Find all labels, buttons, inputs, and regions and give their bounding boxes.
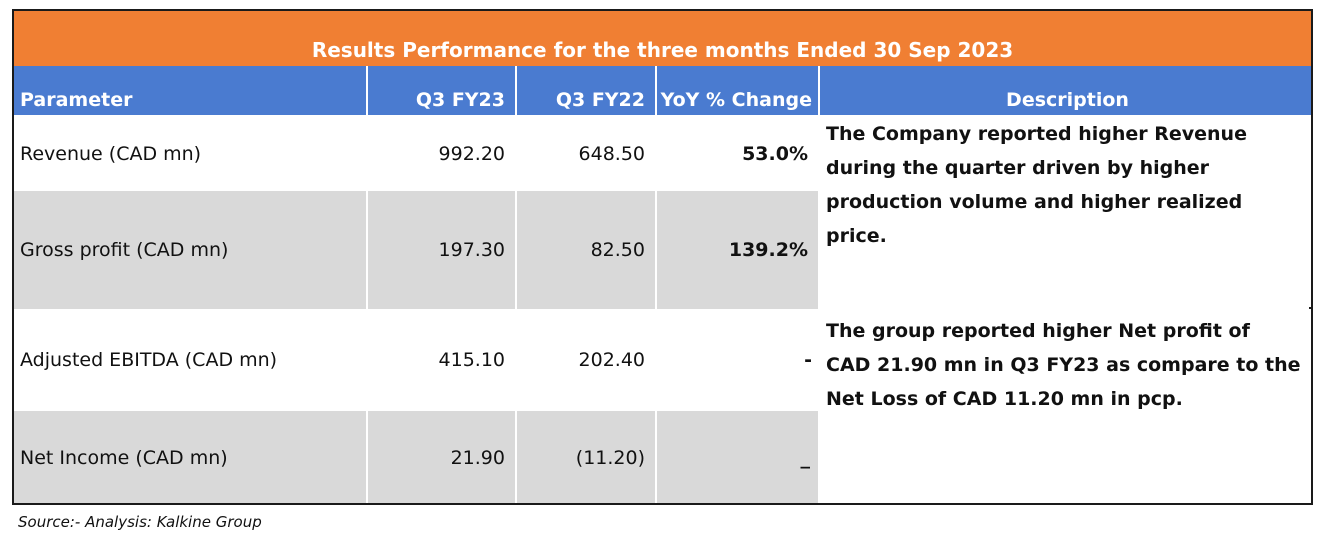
header-yoy: YoY % Change (660, 89, 812, 111)
table-title-text: Results Performance for the three months… (311, 38, 1014, 62)
description-line: production volume and higher realized (826, 191, 1243, 213)
row-revenue-q3fy23: 992.20 (438, 143, 505, 165)
row-gross-profit-parameter: Gross profit (CAD mn) (14, 191, 366, 309)
header-description: Description (1006, 89, 1129, 111)
source-note: Source:- Analysis: Kalkine Group (18, 513, 262, 531)
row-net-income-q3fy22: (11.20) (517, 411, 655, 503)
description-revenue: The Company reported higher Revenue duri… (826, 117, 1247, 253)
row-net-income-q3fy23: 21.90 (368, 411, 515, 503)
header-q3fy23: Q3 FY23 (415, 89, 505, 111)
row-net-income-parameter: Net Income (CAD mn) (14, 411, 366, 503)
row-revenue-q3fy22: 648.50 (578, 143, 645, 165)
results-table: Results Performance for the three months… (12, 9, 1313, 505)
header-q3fy22: Q3 FY22 (555, 89, 645, 111)
row-net-income-yoy: _ (657, 411, 818, 503)
description-line: price. (826, 225, 887, 247)
description-line: during the quarter driven by higher (826, 157, 1210, 179)
row-revenue-yoy: 53.0% (742, 143, 808, 165)
row-ebitda-parameter: Adjusted EBITDA (CAD mn) (20, 349, 278, 371)
row-ebitda-q3fy22: 202.40 (578, 349, 645, 371)
row-ebitda-q3fy23: 415.10 (438, 349, 505, 371)
description-line: The group reported higher Net profit of (826, 320, 1250, 342)
row-ebitda-yoy: - (804, 349, 812, 371)
row-gross-profit-yoy: 139.2% (657, 191, 818, 309)
row-gross-profit-q3fy22: 82.50 (517, 191, 655, 309)
description-line: The Company reported higher Revenue (826, 123, 1247, 145)
description-net-income: The group reported higher Net profit of … (826, 314, 1301, 416)
header-parameter: Parameter (20, 89, 133, 111)
description-line: Net Loss of CAD 11.20 mn in pcp. (826, 388, 1183, 410)
row-revenue-parameter: Revenue (CAD mn) (20, 143, 202, 165)
header-row: Parameter Q3 FY23 Q3 FY22 YoY % Change D… (14, 66, 1311, 115)
row-gross-profit-q3fy23: 197.30 (368, 191, 515, 309)
table-title: Results Performance for the three months… (14, 11, 1311, 66)
description-divider (1309, 307, 1311, 309)
description-line: CAD 21.90 mn in Q3 FY23 as compare to th… (826, 354, 1301, 376)
